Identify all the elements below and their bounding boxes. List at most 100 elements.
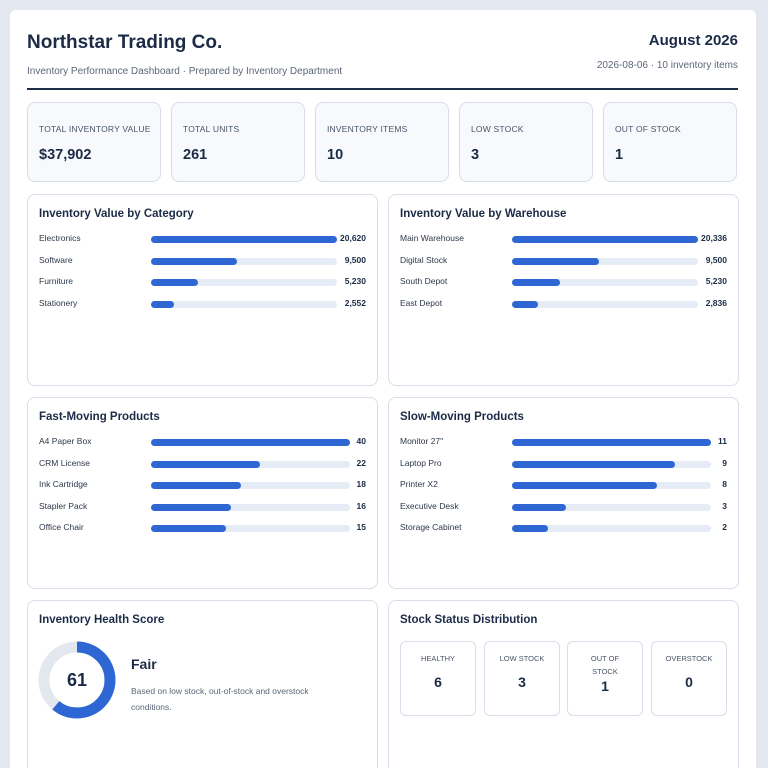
- bar-row: Electronics 20,620: [39, 230, 366, 252]
- bar-value-label: 2: [722, 522, 727, 532]
- bar-value-label: 2,552: [344, 297, 366, 308]
- company-name: Northstar Trading Co.: [27, 32, 223, 53]
- gauge-arc: [38, 641, 116, 719]
- bar: [151, 236, 337, 243]
- bar-value-label: 3: [722, 500, 727, 511]
- kpi-card-low-stock: LOW STOCK 3: [459, 102, 593, 182]
- bar-row: Printer X2 8: [400, 476, 727, 498]
- health-gauge: [38, 641, 116, 719]
- bar-list: Main Warehouse 20,336 Digital Stock 9,500 So…: [400, 230, 727, 316]
- report-period: August 2026: [648, 32, 738, 49]
- status-label: LOW STOCK: [499, 654, 545, 663]
- bar-track: [512, 236, 698, 243]
- kpi-value: 261: [183, 147, 208, 163]
- bar-track: [151, 525, 350, 532]
- chart-card-value-by-category: Inventory Value by Category Electronics 2…: [27, 194, 378, 386]
- bar-row: Office Chair 15: [39, 519, 366, 541]
- bar-list: Electronics 20,620 Software 9,500 Furniture 5…: [39, 230, 366, 316]
- status-value: 6: [434, 674, 442, 690]
- bar: [151, 300, 175, 308]
- kpi-value: 3: [471, 147, 480, 163]
- bar-track: [151, 439, 350, 446]
- bar-list: A4 Paper Box 40 CRM License 22 Ink Cartridge…: [39, 433, 366, 541]
- bar-track: [512, 503, 711, 511]
- bar-track: [151, 300, 337, 308]
- bar-value-label: 9,500: [344, 254, 366, 265]
- stock-status-card: Stock Status Distribution HEALTHY 6 LOW …: [388, 600, 739, 768]
- bar-row: Ink Cartridge 18: [39, 476, 366, 498]
- bar-label: Ink Cartridge: [39, 479, 88, 489]
- report-subtitle: Inventory Performance Dashboard · Prepar…: [27, 66, 343, 77]
- health-rating: Fair: [131, 656, 157, 672]
- bar: [151, 460, 261, 468]
- bar-label: Electronics: [39, 233, 81, 243]
- kpi-value: $37,902: [39, 147, 92, 163]
- bar: [512, 300, 538, 308]
- kpi-card-total-value: TOTAL INVENTORY VALUE $37,902: [27, 102, 161, 182]
- bar: [512, 236, 698, 243]
- bar-track: [512, 525, 711, 532]
- chart-title: Inventory Value by Category: [39, 208, 194, 220]
- kpi-label: LOW STOCK: [471, 124, 524, 134]
- bar-track: [512, 439, 711, 446]
- bar-value-label: 15: [356, 522, 366, 532]
- bar-value-label: 9: [722, 457, 727, 468]
- bar-label: Software: [39, 254, 73, 265]
- kpi-label: TOTAL INVENTORY VALUE: [39, 124, 151, 134]
- kpi-label: INVENTORY ITEMS: [327, 124, 408, 134]
- bar-track: [151, 503, 350, 511]
- bar-value-label: 8: [722, 479, 727, 489]
- bar-row: A4 Paper Box 40: [39, 433, 366, 455]
- bar-row: Stapler Pack 16: [39, 498, 366, 520]
- bar-value-label: 18: [356, 479, 366, 489]
- status-value: 3: [518, 674, 526, 690]
- bar-track: [151, 279, 337, 286]
- bar-label: Laptop Pro: [400, 457, 442, 468]
- status-value: 0: [685, 674, 693, 690]
- bar-track: [151, 482, 350, 489]
- bar-row: Main Warehouse 20,336: [400, 230, 727, 252]
- status-label: OUT OF STOCK: [590, 654, 620, 676]
- bar: [151, 482, 241, 489]
- bar-label: CRM License: [39, 457, 91, 468]
- bar: [512, 460, 675, 468]
- bar-track: [512, 460, 711, 468]
- status-box-out-of-stock: OUT OF STOCK 1: [567, 641, 643, 716]
- bar-list: Monitor 27" 11 Laptop Pro 9 Printer X2 8 Execu…: [400, 433, 727, 541]
- bar-value-label: 20,336: [701, 233, 727, 243]
- bar-value-label: 40: [356, 436, 366, 446]
- bar: [512, 439, 711, 446]
- bar-label: Main Warehouse: [400, 233, 464, 243]
- bar: [151, 503, 231, 511]
- bar-row: Laptop Pro 9: [400, 455, 727, 477]
- chart-title: Slow-Moving Products: [400, 411, 524, 423]
- kpi-card-out-of-stock: OUT OF STOCK 1: [603, 102, 737, 182]
- health-note: Based on low stock, out-of-stock and ove…: [131, 686, 309, 712]
- bar-row: Stationery 2,552: [39, 295, 366, 317]
- chart-card-value-by-warehouse: Inventory Value by Warehouse Main Wareho…: [388, 194, 739, 386]
- bar-value-label: 5,230: [705, 276, 727, 286]
- bar-label: Stapler Pack: [39, 500, 88, 511]
- health-score-value: 61: [66, 670, 88, 690]
- bar: [512, 482, 657, 489]
- bar-label: South Depot: [400, 276, 448, 286]
- kpi-card-total-units: TOTAL UNITS 261: [171, 102, 305, 182]
- status-title: Stock Status Distribution: [400, 614, 538, 626]
- bar: [151, 439, 350, 446]
- bar-label: Digital Stock: [400, 254, 448, 265]
- bar-value-label: 20,620: [340, 233, 366, 243]
- chart-title: Fast-Moving Products: [39, 411, 160, 423]
- bar: [151, 257, 237, 265]
- bar: [512, 257, 599, 265]
- kpi-label: TOTAL UNITS: [183, 124, 240, 134]
- bar-track: [151, 257, 337, 265]
- status-box-healthy: HEALTHY 6: [400, 641, 476, 716]
- bar-track: [151, 236, 337, 243]
- kpi-value: 1: [615, 147, 624, 163]
- bar-track: [512, 257, 698, 265]
- report-meta: 2026-08-06 · 10 inventory items: [596, 60, 738, 71]
- kpi-label: OUT OF STOCK: [615, 124, 681, 134]
- bar-value-label: 9,500: [705, 254, 727, 265]
- status-label: OVERSTOCK: [665, 654, 713, 663]
- bar: [512, 279, 560, 286]
